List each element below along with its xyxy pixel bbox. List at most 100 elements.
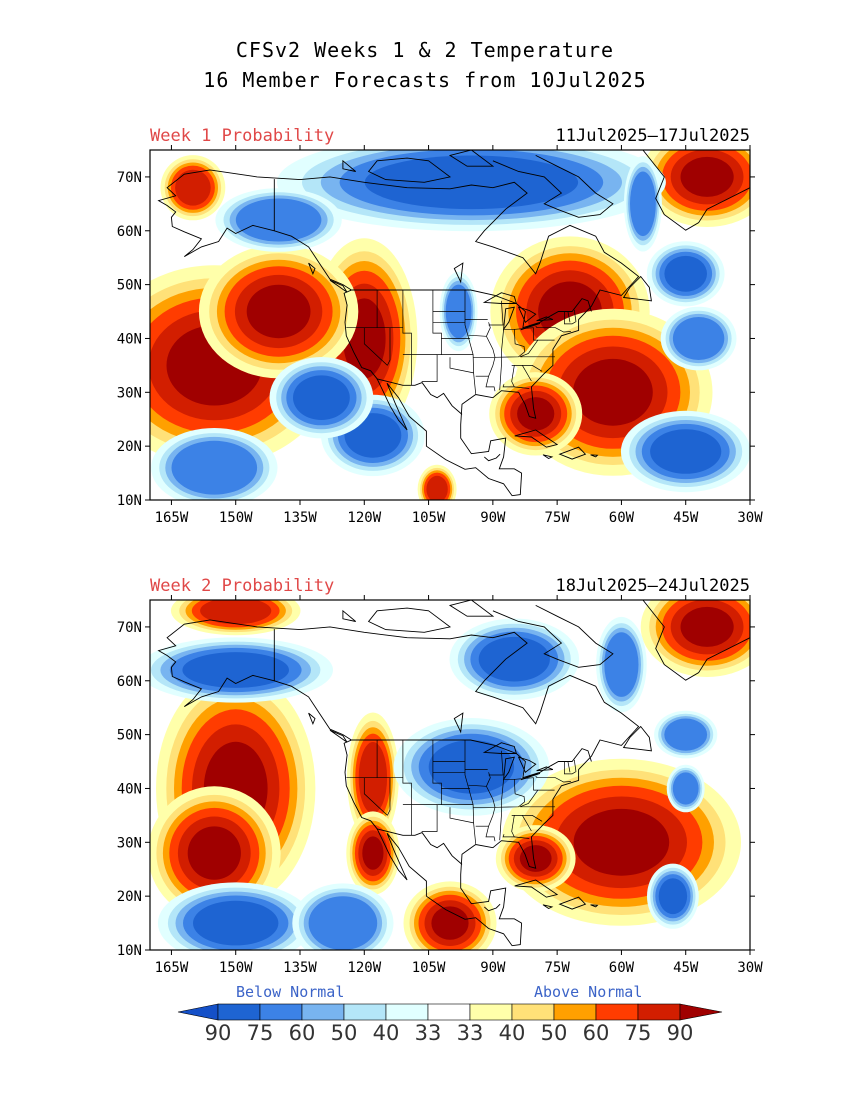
state-border [363, 327, 388, 366]
contour-below-60 [235, 198, 322, 242]
island [308, 262, 316, 276]
state-border [499, 329, 504, 391]
island [542, 454, 554, 460]
state-border [363, 777, 388, 816]
lon-tick-label: 45W [673, 960, 699, 976]
greenland-coast [641, 600, 750, 681]
contour-below-75 [650, 429, 722, 474]
lat-tick-label: 20N [117, 889, 142, 905]
lon-tick-label: 75W [544, 510, 570, 526]
week1-dates: 11Jul2025–17Jul2025 [555, 126, 750, 146]
legend-swatch [595, 1003, 639, 1021]
legend-swatch [301, 1003, 345, 1021]
contour-below-60 [672, 317, 725, 360]
state-border [494, 329, 525, 358]
state-border [468, 334, 487, 337]
prob-blob-above [160, 155, 226, 221]
contour-below-60 [672, 772, 699, 805]
state-border [564, 311, 576, 325]
island [514, 879, 559, 898]
state-border [468, 784, 487, 787]
coastline [157, 169, 640, 497]
lake [517, 306, 537, 324]
prob-blob-below [157, 882, 314, 950]
lon-tick-label: 90W [480, 960, 506, 976]
prob-blob-below [647, 863, 699, 929]
lake [453, 262, 464, 284]
contour-below-75 [193, 900, 279, 946]
state-border [499, 779, 504, 841]
state-border [535, 325, 571, 333]
state-border [485, 322, 496, 392]
state-border [533, 777, 555, 791]
lon-tick-label: 105W [412, 510, 446, 526]
island [622, 275, 652, 302]
lon-tick-label: 135W [283, 510, 317, 526]
country-border [350, 739, 592, 779]
prob-blob-above [198, 244, 359, 379]
legend-arrow-below [177, 1003, 219, 1021]
contour-above-90 [431, 906, 469, 940]
legend-swatch [637, 1003, 681, 1021]
island [367, 157, 452, 183]
state-border [449, 807, 474, 824]
lake [520, 772, 541, 781]
country-border [484, 903, 501, 912]
prob-blob-above [495, 825, 576, 892]
prob-blob-below [620, 410, 750, 493]
prob-blob-above [150, 786, 281, 920]
title-line-2: 16 Member Forecasts from 10Jul2025 [203, 68, 647, 92]
state-border [402, 290, 412, 386]
prob-blob-below [646, 241, 725, 307]
lake [517, 756, 537, 774]
contour-above-90 [362, 836, 384, 870]
island [342, 609, 356, 622]
legend-value: 50 [541, 1021, 568, 1045]
lake [536, 766, 554, 772]
lon-tick-label: 75W [544, 960, 570, 976]
contour-above-90 [246, 284, 311, 339]
island [558, 446, 587, 460]
legend-arrow-above [679, 1003, 723, 1021]
legend-value: 90 [667, 1021, 694, 1045]
lake [520, 322, 541, 331]
map-outlines [157, 150, 750, 497]
prob-blob-above [640, 600, 750, 677]
contour-below-60 [604, 632, 639, 697]
legend-value: 40 [373, 1021, 400, 1045]
lat-tick-label: 70N [117, 620, 142, 636]
legend-below-label: Below Normal [236, 983, 345, 1001]
contour-above-90 [680, 606, 734, 647]
lon-tick-label: 45W [673, 510, 699, 526]
lat-tick-label: 60N [117, 224, 142, 240]
lat-tick-label: 40N [117, 781, 142, 797]
lat-tick-label: 50N [117, 728, 142, 744]
legend-swatch [217, 1003, 261, 1021]
country-border [376, 828, 463, 865]
week2-dates: 18Jul2025–24Jul2025 [555, 576, 750, 596]
state-border [387, 777, 391, 816]
prob-blob-below [150, 637, 333, 703]
legend-value: 50 [331, 1021, 358, 1045]
map-frame [149, 599, 751, 951]
island [622, 725, 652, 752]
legend-above-label: Above Normal [534, 983, 643, 1001]
lake [453, 712, 464, 734]
lon-tick-label: 30W [737, 510, 763, 526]
lat-tick-label: 30N [117, 385, 142, 401]
week2-label: Week 2 Probability [150, 576, 335, 596]
legend-value: 90 [205, 1021, 232, 1045]
contour-below-75 [364, 155, 579, 210]
state-border [402, 740, 412, 836]
lat-tick-label: 40N [117, 331, 142, 347]
contour-above-90 [680, 156, 734, 197]
legend-value: 40 [499, 1021, 526, 1045]
map-frame [149, 149, 751, 501]
state-border [485, 772, 496, 842]
state-border [533, 327, 555, 341]
legend-value: 33 [415, 1021, 442, 1045]
lon-tick-label: 165W [155, 510, 189, 526]
prob-blob-below [623, 156, 662, 252]
state-border [522, 815, 532, 832]
country-border [376, 378, 463, 415]
